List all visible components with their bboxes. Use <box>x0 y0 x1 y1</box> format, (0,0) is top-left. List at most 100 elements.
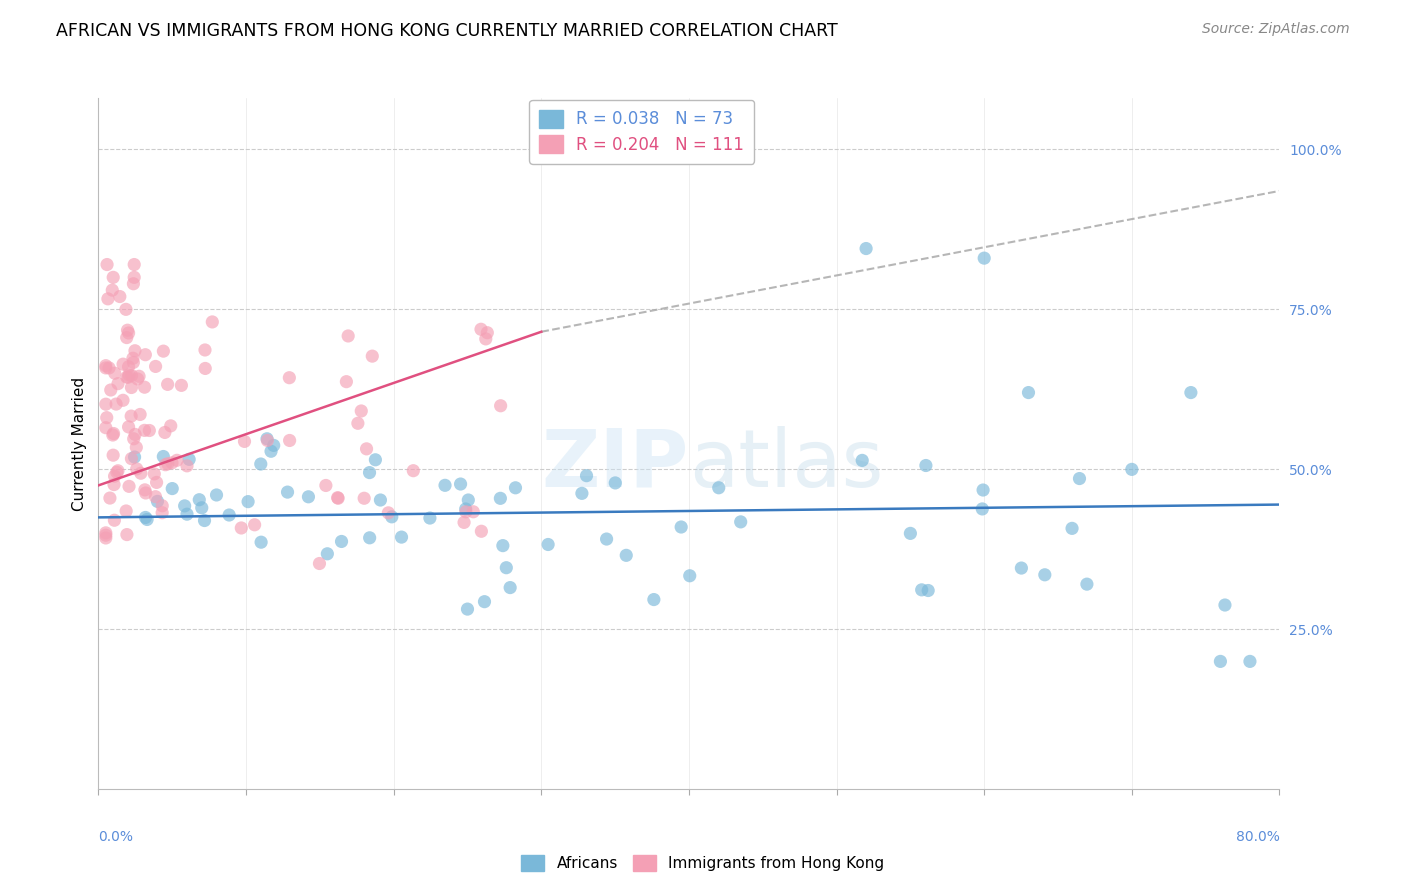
Point <box>489 399 512 413</box>
Point <box>243 517 266 532</box>
Point <box>456 602 478 616</box>
Point <box>117 359 139 374</box>
Point <box>103 513 125 527</box>
Point <box>201 315 224 329</box>
Point <box>643 592 665 607</box>
Legend: R = 0.038   N = 73, R = 0.204   N = 111: R = 0.038 N = 73, R = 0.204 N = 111 <box>530 100 754 163</box>
Point <box>150 506 173 520</box>
Text: Source: ZipAtlas.com: Source: ZipAtlas.com <box>1202 22 1350 37</box>
Point <box>94 359 117 373</box>
Point <box>122 270 145 285</box>
Point <box>122 432 145 446</box>
Point <box>146 494 169 508</box>
Point <box>98 491 121 505</box>
Point <box>115 330 138 344</box>
Point <box>94 360 117 375</box>
Point <box>188 492 211 507</box>
Point <box>160 456 183 470</box>
Point <box>361 349 384 363</box>
Point <box>129 467 152 481</box>
Point <box>575 468 598 483</box>
Point <box>105 465 128 479</box>
Point <box>495 560 517 574</box>
Point <box>134 380 156 394</box>
Point <box>915 458 938 473</box>
Point <box>236 494 259 508</box>
Point <box>152 450 174 464</box>
Point <box>917 583 939 598</box>
Point <box>205 488 228 502</box>
Point <box>350 404 373 418</box>
Point <box>250 535 273 549</box>
Point <box>103 426 125 441</box>
Point <box>170 378 193 392</box>
Text: 0.0%: 0.0% <box>98 830 134 844</box>
Point <box>101 448 124 462</box>
Point <box>359 466 381 480</box>
Point <box>263 438 285 452</box>
Point <box>97 292 120 306</box>
Point <box>134 348 156 362</box>
Point <box>1076 577 1098 591</box>
Point <box>124 343 146 358</box>
Point <box>111 393 134 408</box>
Point <box>193 514 215 528</box>
Point <box>330 534 353 549</box>
Point <box>145 359 167 374</box>
Point <box>145 475 167 490</box>
Point <box>138 424 160 438</box>
Point <box>173 499 195 513</box>
Point <box>107 376 129 391</box>
Point <box>194 361 217 376</box>
Point <box>463 505 485 519</box>
Point <box>135 486 157 500</box>
Point <box>143 467 166 481</box>
Point <box>453 516 475 530</box>
Text: atlas: atlas <box>689 425 883 503</box>
Point <box>156 377 179 392</box>
Point <box>489 491 512 506</box>
Point <box>855 242 877 256</box>
Point <box>1033 567 1056 582</box>
Point <box>402 464 425 478</box>
Point <box>136 512 159 526</box>
Point <box>911 582 934 597</box>
Point <box>730 515 752 529</box>
Text: 80.0%: 80.0% <box>1236 830 1279 844</box>
Point <box>1239 654 1261 668</box>
Point <box>278 370 301 384</box>
Point <box>94 531 117 545</box>
Point <box>103 270 125 285</box>
Point <box>155 458 177 472</box>
Point <box>218 508 240 522</box>
Y-axis label: Currently Married: Currently Married <box>72 376 87 511</box>
Point <box>326 491 349 506</box>
Point <box>454 505 477 519</box>
Point <box>973 251 995 265</box>
Point <box>176 507 198 521</box>
Point <box>595 532 617 546</box>
Point <box>391 530 413 544</box>
Point <box>335 375 357 389</box>
Point <box>256 432 278 446</box>
Point <box>454 502 477 516</box>
Point <box>104 366 127 380</box>
Point <box>475 332 498 346</box>
Point <box>117 420 139 434</box>
Point <box>381 509 404 524</box>
Point <box>122 355 145 369</box>
Point <box>129 408 152 422</box>
Point <box>118 368 141 382</box>
Point <box>115 527 138 541</box>
Point <box>96 410 118 425</box>
Point <box>364 452 387 467</box>
Point <box>125 441 148 455</box>
Point <box>166 453 188 467</box>
Point <box>115 302 138 317</box>
Point <box>249 457 271 471</box>
Point <box>669 520 692 534</box>
Point <box>96 258 118 272</box>
Point <box>499 581 522 595</box>
Point <box>145 490 167 504</box>
Point <box>162 482 183 496</box>
